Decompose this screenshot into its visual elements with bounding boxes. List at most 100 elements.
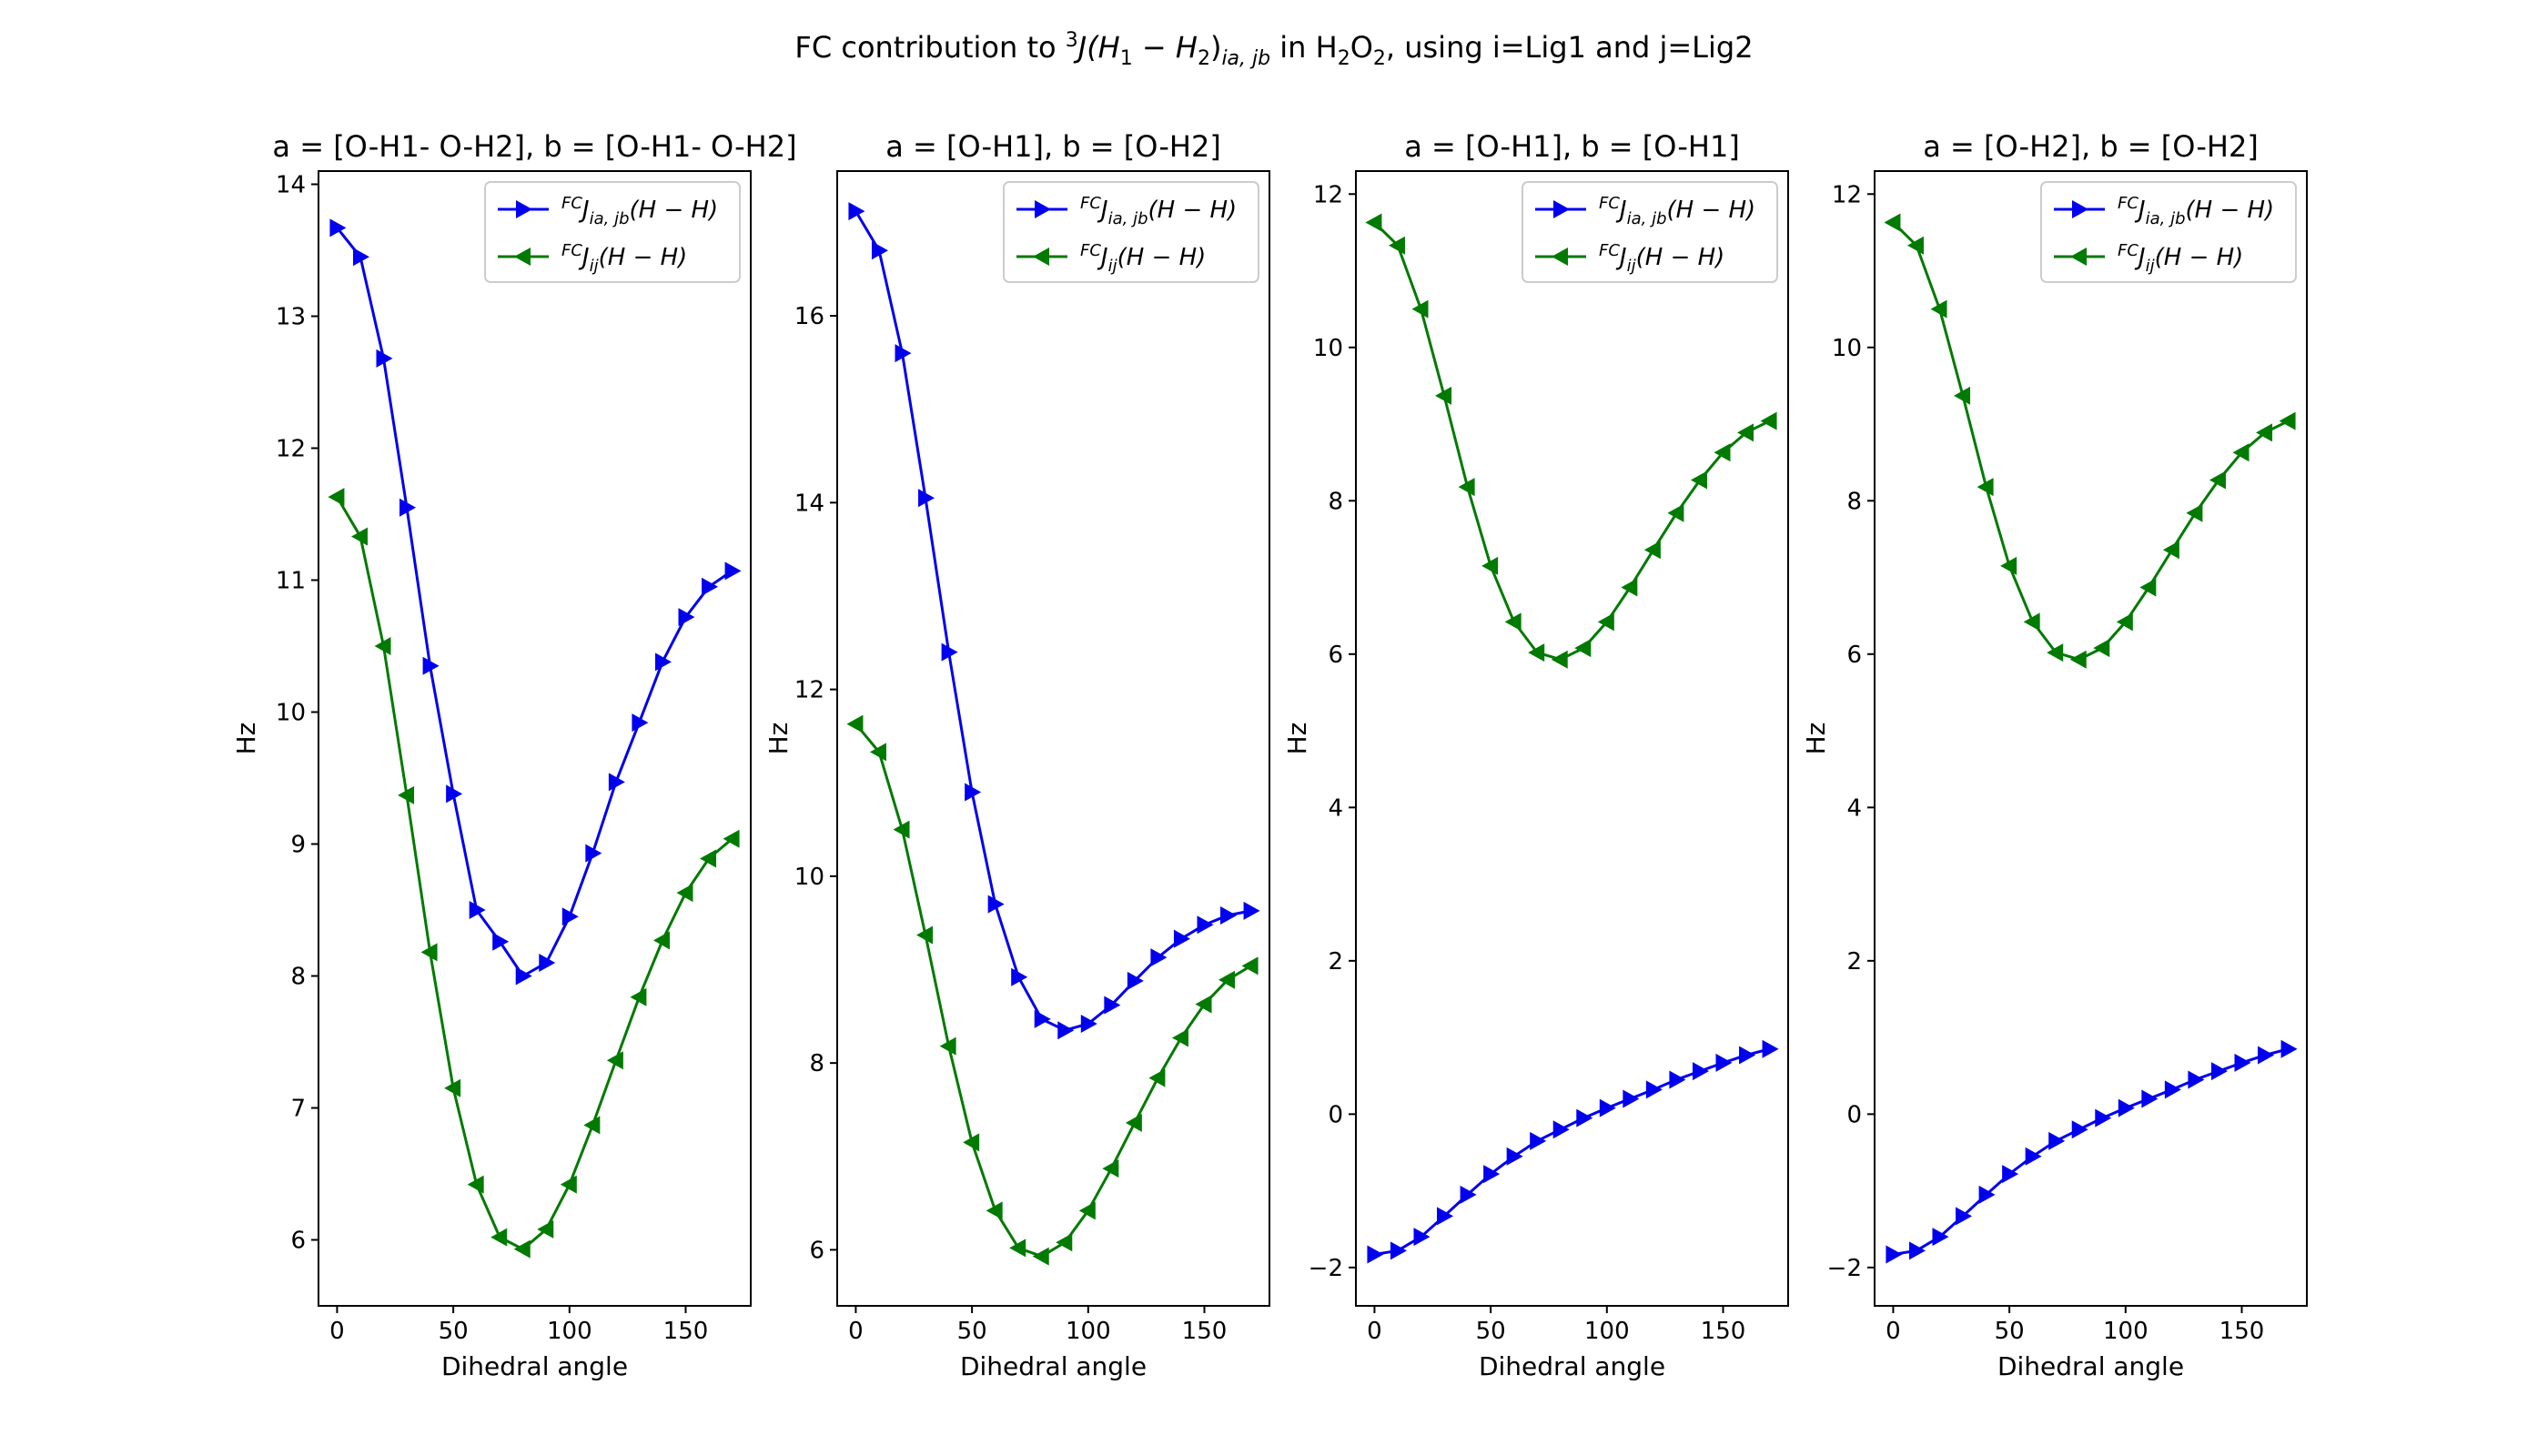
plot-area-frame	[318, 170, 752, 1307]
panel-title: a = [O-H1- O-H2], b = [O-H1- O-H2]	[272, 129, 796, 164]
data-point	[1388, 236, 1405, 255]
data-point	[1243, 901, 1260, 920]
legend-marker	[1033, 248, 1049, 266]
data-point	[652, 931, 670, 950]
data-point	[422, 656, 440, 675]
data-point	[2234, 1053, 2251, 1072]
data-point	[2258, 1046, 2275, 1065]
data-point	[1009, 1239, 1026, 1258]
x-tick-label: 150	[2219, 1318, 2265, 1345]
data-point	[1413, 1228, 1431, 1247]
data-point	[986, 1201, 1003, 1220]
x-tick-label: 100	[1584, 1318, 1630, 1345]
legend-label-1: FCJia, jb(H − H)	[1599, 194, 1755, 228]
data-point	[1978, 1185, 1996, 1204]
data-point	[513, 1239, 531, 1259]
data-point	[1411, 299, 1429, 318]
plot-area-frame	[836, 170, 1270, 1307]
y-tick-label: −2	[1309, 1255, 1343, 1282]
y-tick-label: 10	[1313, 335, 1343, 362]
data-point	[374, 637, 391, 655]
plot-area-frame	[1355, 170, 1789, 1307]
legend-marker	[1553, 200, 1570, 218]
data-point	[2002, 1165, 2019, 1184]
data-point	[585, 844, 602, 863]
y-tick-label: 4	[1846, 794, 1862, 822]
data-point	[490, 1228, 508, 1247]
x-axis-label: Dihedral angle	[441, 1351, 628, 1381]
data-point	[446, 784, 463, 804]
data-point	[702, 577, 719, 596]
y-tick-label: 12	[1832, 181, 1862, 208]
legend-label-2: FCJij(H − H)	[1080, 241, 1206, 276]
series-line-1	[1893, 1047, 2289, 1256]
y-tick-label: 9	[290, 832, 306, 859]
data-point	[2095, 1108, 2112, 1127]
legend-marker	[1035, 200, 1051, 218]
data-point	[1127, 971, 1144, 990]
legend-marker	[514, 248, 531, 266]
legend-marker	[1552, 248, 1568, 266]
y-tick-label: 2	[1328, 948, 1343, 976]
panel-title: a = [O-H1], b = [O-H1]	[1404, 129, 1740, 164]
data-point	[895, 344, 912, 363]
data-point	[1599, 1098, 1616, 1117]
y-tick-label: 6	[1328, 642, 1343, 669]
chart-panel-1: a = [O-H1- O-H2], b = [O-H1- O-H2] 0 50 100…	[231, 129, 797, 1381]
x-tick-label: 50	[439, 1318, 469, 1345]
x-tick-label: 50	[1995, 1318, 2025, 1345]
y-tick-label: 4	[1328, 794, 1343, 822]
y-tick-label: 2	[1846, 948, 1862, 976]
data-point	[1057, 1021, 1075, 1040]
y-axis-label: Hz	[1801, 723, 1831, 755]
data-point	[606, 1051, 623, 1070]
x-tick-label: 100	[1066, 1318, 1111, 1345]
data-point	[1954, 386, 1971, 405]
data-point	[1528, 643, 1545, 662]
data-point	[2188, 1070, 2205, 1089]
data-point	[539, 954, 556, 972]
y-tick-label: 0	[1328, 1101, 1343, 1128]
data-point	[560, 1175, 577, 1194]
legend: FCJia, jb(H − H) FCJij(H − H)	[1522, 181, 1778, 283]
data-point	[2186, 503, 2203, 522]
data-point	[963, 1133, 980, 1152]
data-point	[2116, 612, 2133, 632]
data-point	[2162, 541, 2179, 560]
data-point	[420, 943, 438, 962]
data-point	[700, 849, 717, 868]
data-point	[1220, 905, 1238, 925]
legend: FCJia, jb(H − H) FCJij(H − H)	[1003, 181, 1259, 283]
data-point	[2210, 1062, 2228, 1081]
series-line-1	[1374, 1047, 1770, 1256]
x-tick-label: 0	[1886, 1318, 1901, 1345]
data-point	[350, 527, 368, 546]
data-point	[654, 652, 672, 672]
y-tick-label: 6	[809, 1237, 824, 1264]
data-point	[724, 561, 742, 581]
data-point	[1715, 1053, 1733, 1072]
chart-panel-3: a = [O-H1], b = [O-H1] 0 50 100 150 −2 0 2 4 6 8 10…	[1282, 129, 1789, 1381]
data-point	[1737, 423, 1754, 442]
data-point	[676, 884, 693, 903]
data-point	[2232, 443, 2250, 462]
data-point	[869, 743, 886, 762]
y-tick-label: 12	[794, 677, 824, 704]
data-point	[1437, 1207, 1454, 1226]
x-tick-label: 0	[848, 1318, 864, 1345]
data-point	[848, 202, 865, 221]
data-point	[467, 1175, 484, 1194]
x-tick-label: 150	[1701, 1318, 1746, 1345]
data-point	[444, 1078, 461, 1097]
data-point	[1218, 970, 1236, 989]
x-axis-label: Dihedral angle	[1479, 1351, 1665, 1381]
series-line-2	[1892, 221, 2290, 662]
data-point	[2048, 1131, 2066, 1150]
data-point	[939, 1036, 956, 1056]
x-tick-label: 100	[547, 1318, 592, 1345]
data-point	[632, 713, 649, 733]
data-point	[1906, 236, 1924, 255]
data-point	[1576, 1108, 1593, 1127]
legend-marker	[2072, 200, 2088, 218]
